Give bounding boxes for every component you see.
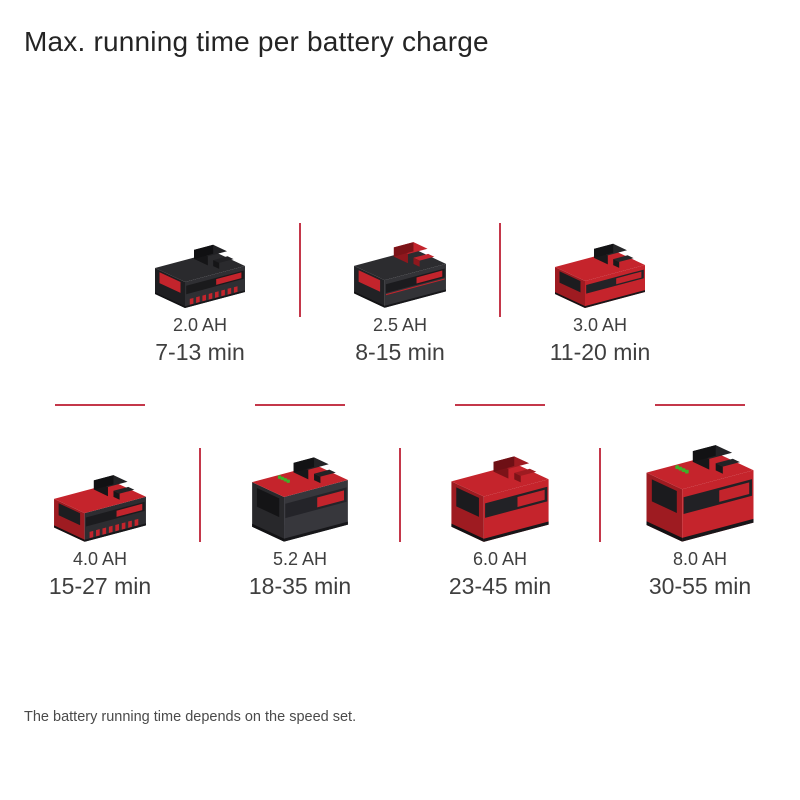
battery-column: 6.0 AH 23-45 min <box>400 448 600 599</box>
footnote: The battery running time depends on the … <box>24 709 357 725</box>
page-title: Max. running time per battery charge <box>24 26 489 57</box>
battery-image-box <box>449 448 551 544</box>
runtime-label: 8-15 min <box>355 338 445 365</box>
capacity-label: 3.0 AH <box>572 315 628 335</box>
capacity-label: 2.0 AH <box>172 315 228 335</box>
battery-8-0ah-image <box>646 445 754 542</box>
battery-image-box <box>352 222 448 310</box>
column-divider <box>399 448 401 542</box>
battery-column: 3.0 AH 11-20 min <box>500 222 700 365</box>
runtime-label: 18-35 min <box>248 572 352 599</box>
separator-line <box>655 404 745 406</box>
capacity-label: 2.5 AH <box>372 315 428 335</box>
battery-column: 5.2 AH 18-35 min <box>200 448 400 599</box>
runtime-label: 30-55 min <box>648 572 752 599</box>
separator-line <box>255 404 345 406</box>
capacity-label: 8.0 AH <box>672 549 728 569</box>
capacity-label: 6.0 AH <box>472 549 528 569</box>
column-divider <box>199 448 201 542</box>
battery-2-0ah-image <box>155 244 245 308</box>
separator-line <box>55 404 145 406</box>
battery-row-2: 4.0 AH 15-27 min 5.2 AH 18-35 min 6.0 AH 23-4… <box>0 445 800 599</box>
battery-image-box <box>250 448 350 544</box>
column-divider <box>599 448 601 542</box>
capacity-label: 5.2 AH <box>272 549 328 569</box>
battery-image-box <box>553 222 647 310</box>
runtime-label: 15-27 min <box>48 572 152 599</box>
runtime-label: 23-45 min <box>448 572 552 599</box>
separator-line <box>455 404 545 406</box>
battery-image-box <box>644 445 756 544</box>
battery-column: 2.5 AH 8-15 min <box>300 222 500 365</box>
column-divider <box>499 223 501 317</box>
capacity-label: 4.0 AH <box>72 549 128 569</box>
battery-5-2ah-image <box>252 457 348 542</box>
battery-3-0ah-image <box>555 243 645 308</box>
battery-column: 8.0 AH 30-55 min <box>600 445 800 599</box>
battery-image-box <box>153 222 247 310</box>
runtime-label: 11-20 min <box>549 338 651 365</box>
battery-column: 2.0 AH 7-13 min <box>100 222 300 365</box>
column-divider <box>299 223 301 317</box>
battery-image-box <box>52 448 148 544</box>
battery-column: 4.0 AH 15-27 min <box>0 448 200 599</box>
battery-6-0ah-image <box>451 456 549 542</box>
battery-4-0ah-image <box>54 475 146 542</box>
battery-2-5ah-image <box>354 242 446 308</box>
runtime-label: 7-13 min <box>155 338 245 365</box>
battery-row-1: 2.0 AH 7-13 min 2.5 AH 8-15 min 3.0 AH 11-20 … <box>100 222 700 365</box>
